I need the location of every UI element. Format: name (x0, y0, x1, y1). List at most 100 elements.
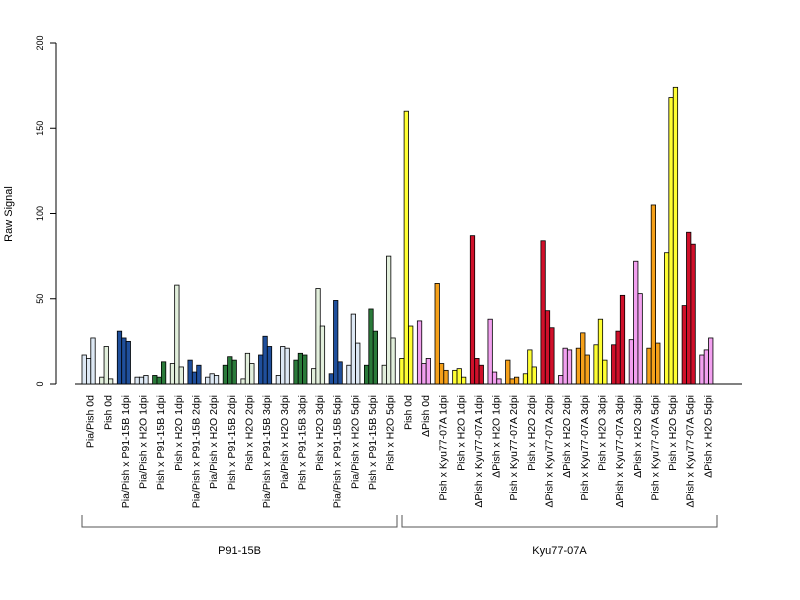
x-tick-label: ΔPish x H2O 3dpi (632, 395, 644, 478)
bar (399, 358, 405, 385)
bar (544, 310, 551, 385)
x-tick-label: Pish x Kyu77-07A 3dpi (579, 395, 591, 501)
bar (363, 364, 370, 385)
x-tick-label: Pish x H2O 2dpi (526, 395, 538, 471)
x-tick-label: Pish x P91-15B 5dpi (367, 395, 379, 490)
bar (566, 349, 573, 385)
x-tick-label: Pia/Pish x H2O 1dpi (138, 395, 150, 489)
bar (121, 337, 127, 385)
group-bracket (401, 515, 718, 528)
y-axis-label: Raw Signal (3, 186, 15, 242)
bar (386, 255, 392, 385)
bar (474, 358, 480, 385)
bar (562, 347, 568, 385)
bar (275, 375, 281, 385)
bar (615, 330, 621, 385)
group-label: P91-15B (218, 545, 261, 557)
x-tick-label: Pish x Kyu77-07A 1dpi (438, 395, 450, 501)
bar (390, 337, 396, 385)
bar (456, 368, 462, 385)
x-tick-label: Pish x H2O 1dpi (455, 395, 467, 471)
bar (664, 252, 670, 385)
x-tick-label: Pia/Pish 0d (85, 395, 97, 448)
bar (350, 313, 356, 385)
bar (522, 373, 529, 385)
bar (655, 342, 661, 385)
bar (597, 318, 604, 385)
bar (611, 344, 617, 385)
x-tick-label: Pish 0d (102, 395, 114, 430)
bar (258, 354, 264, 385)
bar (108, 378, 114, 385)
bar (443, 369, 449, 385)
bar (425, 358, 431, 385)
bar (646, 347, 652, 385)
bar (509, 378, 515, 385)
bar (191, 371, 198, 385)
bar (703, 349, 709, 385)
bar (240, 378, 246, 385)
bar (302, 354, 308, 385)
bar (160, 361, 167, 385)
x-tick-label: Pia/Pish x P91-15B 3dpi (261, 395, 273, 508)
bar (416, 320, 423, 385)
bar (222, 364, 228, 385)
bar (368, 308, 374, 385)
bar (328, 373, 334, 385)
bar (461, 376, 467, 385)
group-brackets: P91-15B Kyu77-07A (81, 515, 718, 557)
bar (438, 363, 445, 385)
bar (311, 368, 317, 385)
bar (178, 366, 184, 385)
bar (99, 376, 105, 385)
bar (487, 318, 493, 385)
bar (469, 235, 476, 385)
bar (125, 340, 131, 385)
bar (266, 346, 273, 385)
bar (81, 354, 87, 385)
x-tick-label: Pish x Kyu77-07A 5dpi (649, 395, 661, 501)
x-tick-label: Pish x P91-15B 3dpi (296, 395, 308, 490)
x-tick-labels: Pia/Pish 0d Pish 0d Pia/Pish x P91-15B 1dp… (85, 395, 715, 508)
bar (156, 376, 162, 385)
bar (346, 364, 352, 385)
bar (708, 337, 714, 385)
bar (213, 375, 220, 385)
bar (315, 288, 321, 385)
y-tick-label: 50 (35, 294, 45, 304)
bar (575, 347, 582, 385)
bar (628, 339, 634, 385)
bar (86, 358, 92, 385)
bar (584, 354, 590, 385)
bar (355, 342, 361, 385)
group-label: Kyu77-07A (532, 545, 587, 557)
y-tick-label: 0 (35, 381, 45, 386)
bar (686, 231, 692, 385)
bar (372, 330, 379, 385)
bar (205, 376, 211, 385)
bar (174, 284, 180, 385)
bar (531, 366, 537, 385)
bar (262, 335, 268, 385)
x-tick-label: ΔPish x Kyu77-07A 3dpi (614, 395, 626, 508)
bar (231, 359, 237, 385)
bar (90, 337, 96, 385)
x-tick-label: Pia/Pish x P91-15B 1dpi (120, 395, 132, 508)
bar (637, 293, 643, 385)
bar (381, 364, 387, 385)
x-tick-label: ΔPish x H2O 1dpi (491, 395, 503, 478)
bar (337, 361, 343, 385)
bar (209, 373, 215, 385)
x-tick-label: Pish x H2O 3dpi (314, 395, 326, 471)
bar (505, 359, 511, 385)
bar (152, 375, 158, 385)
bar (434, 283, 440, 385)
x-tick-label: Pish x H2O 3dpi (596, 395, 608, 471)
y-tick-label: 150 (35, 121, 45, 136)
y-tick-label: 100 (35, 206, 45, 221)
bar (134, 376, 140, 385)
bar (690, 243, 696, 385)
bar (333, 300, 339, 385)
bar (549, 327, 555, 385)
